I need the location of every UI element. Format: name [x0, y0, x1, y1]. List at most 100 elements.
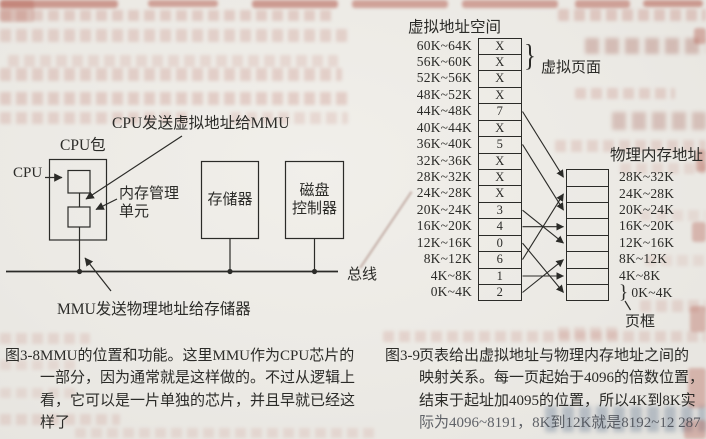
virtual-range-label: 40K~44K — [416, 119, 472, 135]
physical-frame-cell — [566, 185, 609, 202]
virtual-page-cell: X — [478, 119, 522, 137]
mmu-label-line2: 单元 — [119, 203, 150, 220]
virtual-page-cell: X — [478, 185, 522, 202]
figure-3-8-caption: 图3-8 MMU的位置和功能。这里MMU作为CPU芯片的 一部分，因为通常就是这样… — [5, 345, 375, 435]
virtual-range-label: 0K~4K — [430, 284, 472, 300]
caption-line: 映射关系。每一页起始于4096的倍数位置， — [419, 370, 705, 387]
virtual-range-label: 20K~24K — [416, 201, 472, 217]
bleed-through-smudge — [0, 68, 342, 81]
mapping-arrow — [522, 111, 564, 178]
caption-line: 一部分，因为通常就是这样做的。不过从逻辑上 — [40, 370, 356, 387]
virtual-page-cell: 7 — [478, 103, 522, 120]
virtual-address-space-title: 虚拟地址空间 — [408, 19, 502, 36]
figure-3-8-caption-text: MMU的位置和功能。这里MMU作为CPU芯片的 一部分，因为通常就是这样做的。不过… — [40, 345, 375, 435]
virtual-range-label: 24K~28K — [416, 185, 472, 201]
bleed-through-smudge — [558, 327, 620, 339]
virtual-page-label: 虚拟页面 — [541, 60, 602, 76]
bus-junction-dot — [76, 268, 83, 275]
physical-range-label: 12K~16K — [619, 234, 675, 250]
figure-3-8-caption-tag: 图3-8 — [5, 348, 40, 364]
virtual-range-label: 52K~56K — [416, 70, 472, 86]
virtual-page-brace: } — [524, 39, 536, 73]
physical-range-labels: 28K~32K 24K~28K 20K~24K 16K~20K 12K~16K 8K~12… — [619, 169, 705, 302]
caption-line: 结束于起址加4095的位置，所以4K到8K实 — [419, 392, 696, 409]
physical-frame-cell — [566, 284, 609, 301]
virtual-range-label: 8K~12K — [423, 251, 472, 267]
physical-range-label: 28K~32K — [619, 169, 675, 185]
physical-frame-cell — [566, 267, 609, 285]
virtual-page-cell: X — [478, 53, 522, 71]
physical-range-label: 4K~8K — [619, 267, 661, 283]
mmu-send-arrow — [84, 257, 112, 292]
physical-frame-cell — [566, 201, 609, 219]
virtual-range-label: 16K~20K — [416, 218, 472, 234]
physical-frame-cell — [566, 218, 609, 235]
virtual-range-label: 28K~32K — [416, 169, 472, 184]
bleed-through-smudge — [0, 29, 348, 42]
caption-line: 际为4096~8191，8K到12K就是8192~12 287 — [419, 415, 701, 432]
bleed-through-smudge — [352, 0, 448, 8]
bleed-through-smudge — [252, 0, 338, 8]
bleed-through-smudge — [643, 0, 703, 7]
virtual-page-cell: 1 — [478, 267, 522, 285]
virtual-range-label: 12K~16K — [416, 234, 472, 250]
bleed-through-smudge — [0, 92, 352, 105]
mapping-arrow — [522, 259, 564, 293]
bleed-through-smudge — [690, 306, 706, 332]
bus-junction-dot — [227, 268, 233, 275]
virtual-page-cell: 0 — [478, 234, 522, 252]
virtual-page-cell: X — [478, 152, 522, 169]
mapping-arrow — [522, 242, 564, 293]
cpu-label: CPU — [13, 165, 43, 181]
physical-frame-cell — [566, 234, 609, 252]
cpu-send-label: CPU发送虚拟地址给MMU — [112, 115, 290, 132]
figure-3-9-caption: 图3-9 页表给出虚拟地址与物理内存地址之间的 映射关系。每一页起始于4096的倍… — [385, 345, 706, 435]
page-frame-label: 页框 — [625, 314, 656, 330]
virtual-page-cell: 3 — [478, 201, 522, 219]
physical-frame-cell — [566, 169, 609, 186]
virtual-page-cell: 5 — [478, 136, 522, 153]
mapping-arrows — [522, 111, 565, 293]
bleed-through-smudge — [0, 0, 34, 22]
virtual-range-label: 36K~40K — [416, 136, 472, 152]
virtual-range-label: 44K~48K — [416, 103, 472, 119]
virtual-page-cell: 4 — [478, 218, 522, 235]
virtual-page-cell: X — [478, 70, 522, 87]
virtual-page-cell: X — [478, 169, 522, 186]
virtual-page-cell: 6 — [478, 251, 522, 268]
bleed-through-smudge — [148, 0, 218, 7]
mapping-arrow — [522, 144, 564, 211]
bleed-through-smudge — [694, 28, 706, 44]
virtual-range-labels: 60K~64K 56K~60K 52K~56K 48K~52K 44K~48K 40K~4… — [394, 38, 472, 301]
mmu-label-line1: 内存管理 — [119, 186, 180, 202]
memory-label: 存储器 — [207, 192, 253, 208]
virtual-range-label: 4K~8K — [430, 267, 472, 283]
mmu-label-arrow — [95, 198, 118, 211]
physical-frame-table — [566, 169, 609, 301]
bleed-through-smudge — [0, 10, 335, 21]
mmu-send-label: MMU发送物理地址给存储器 — [57, 301, 251, 318]
bleed-through-smudge — [575, 88, 675, 99]
mapping-arrow — [522, 209, 564, 244]
physical-range-label: 20K~24K — [619, 201, 675, 217]
physical-range-label: 24K~28K — [619, 185, 675, 201]
bleed-through-smudge — [558, 9, 706, 21]
virtual-page-cell: X — [478, 86, 522, 104]
physical-range-label: 16K~20K — [619, 218, 675, 234]
bleed-through-smudge — [585, 38, 706, 54]
mmu-box — [67, 206, 91, 228]
virtual-range-label: 60K~64K — [416, 37, 472, 53]
caption-line: MMU的位置和功能。这里MMU作为CPU芯片的 — [40, 348, 355, 364]
bleed-through-smudge — [8, 55, 338, 67]
cpu-package-label: CPU包 — [60, 137, 106, 154]
mapping-arrow — [522, 193, 564, 260]
virtual-range-label: 48K~52K — [416, 86, 472, 102]
bus-label: 总线 — [347, 267, 378, 283]
physical-range-label: 8K~12K — [619, 251, 668, 267]
bleed-through-smudge — [612, 112, 706, 130]
virtual-range-label: 32K~36K — [416, 152, 472, 168]
bleed-through-smudge — [0, 333, 90, 344]
disk-label-line1: 磁盘 — [299, 183, 330, 199]
cpu-box — [67, 169, 91, 194]
